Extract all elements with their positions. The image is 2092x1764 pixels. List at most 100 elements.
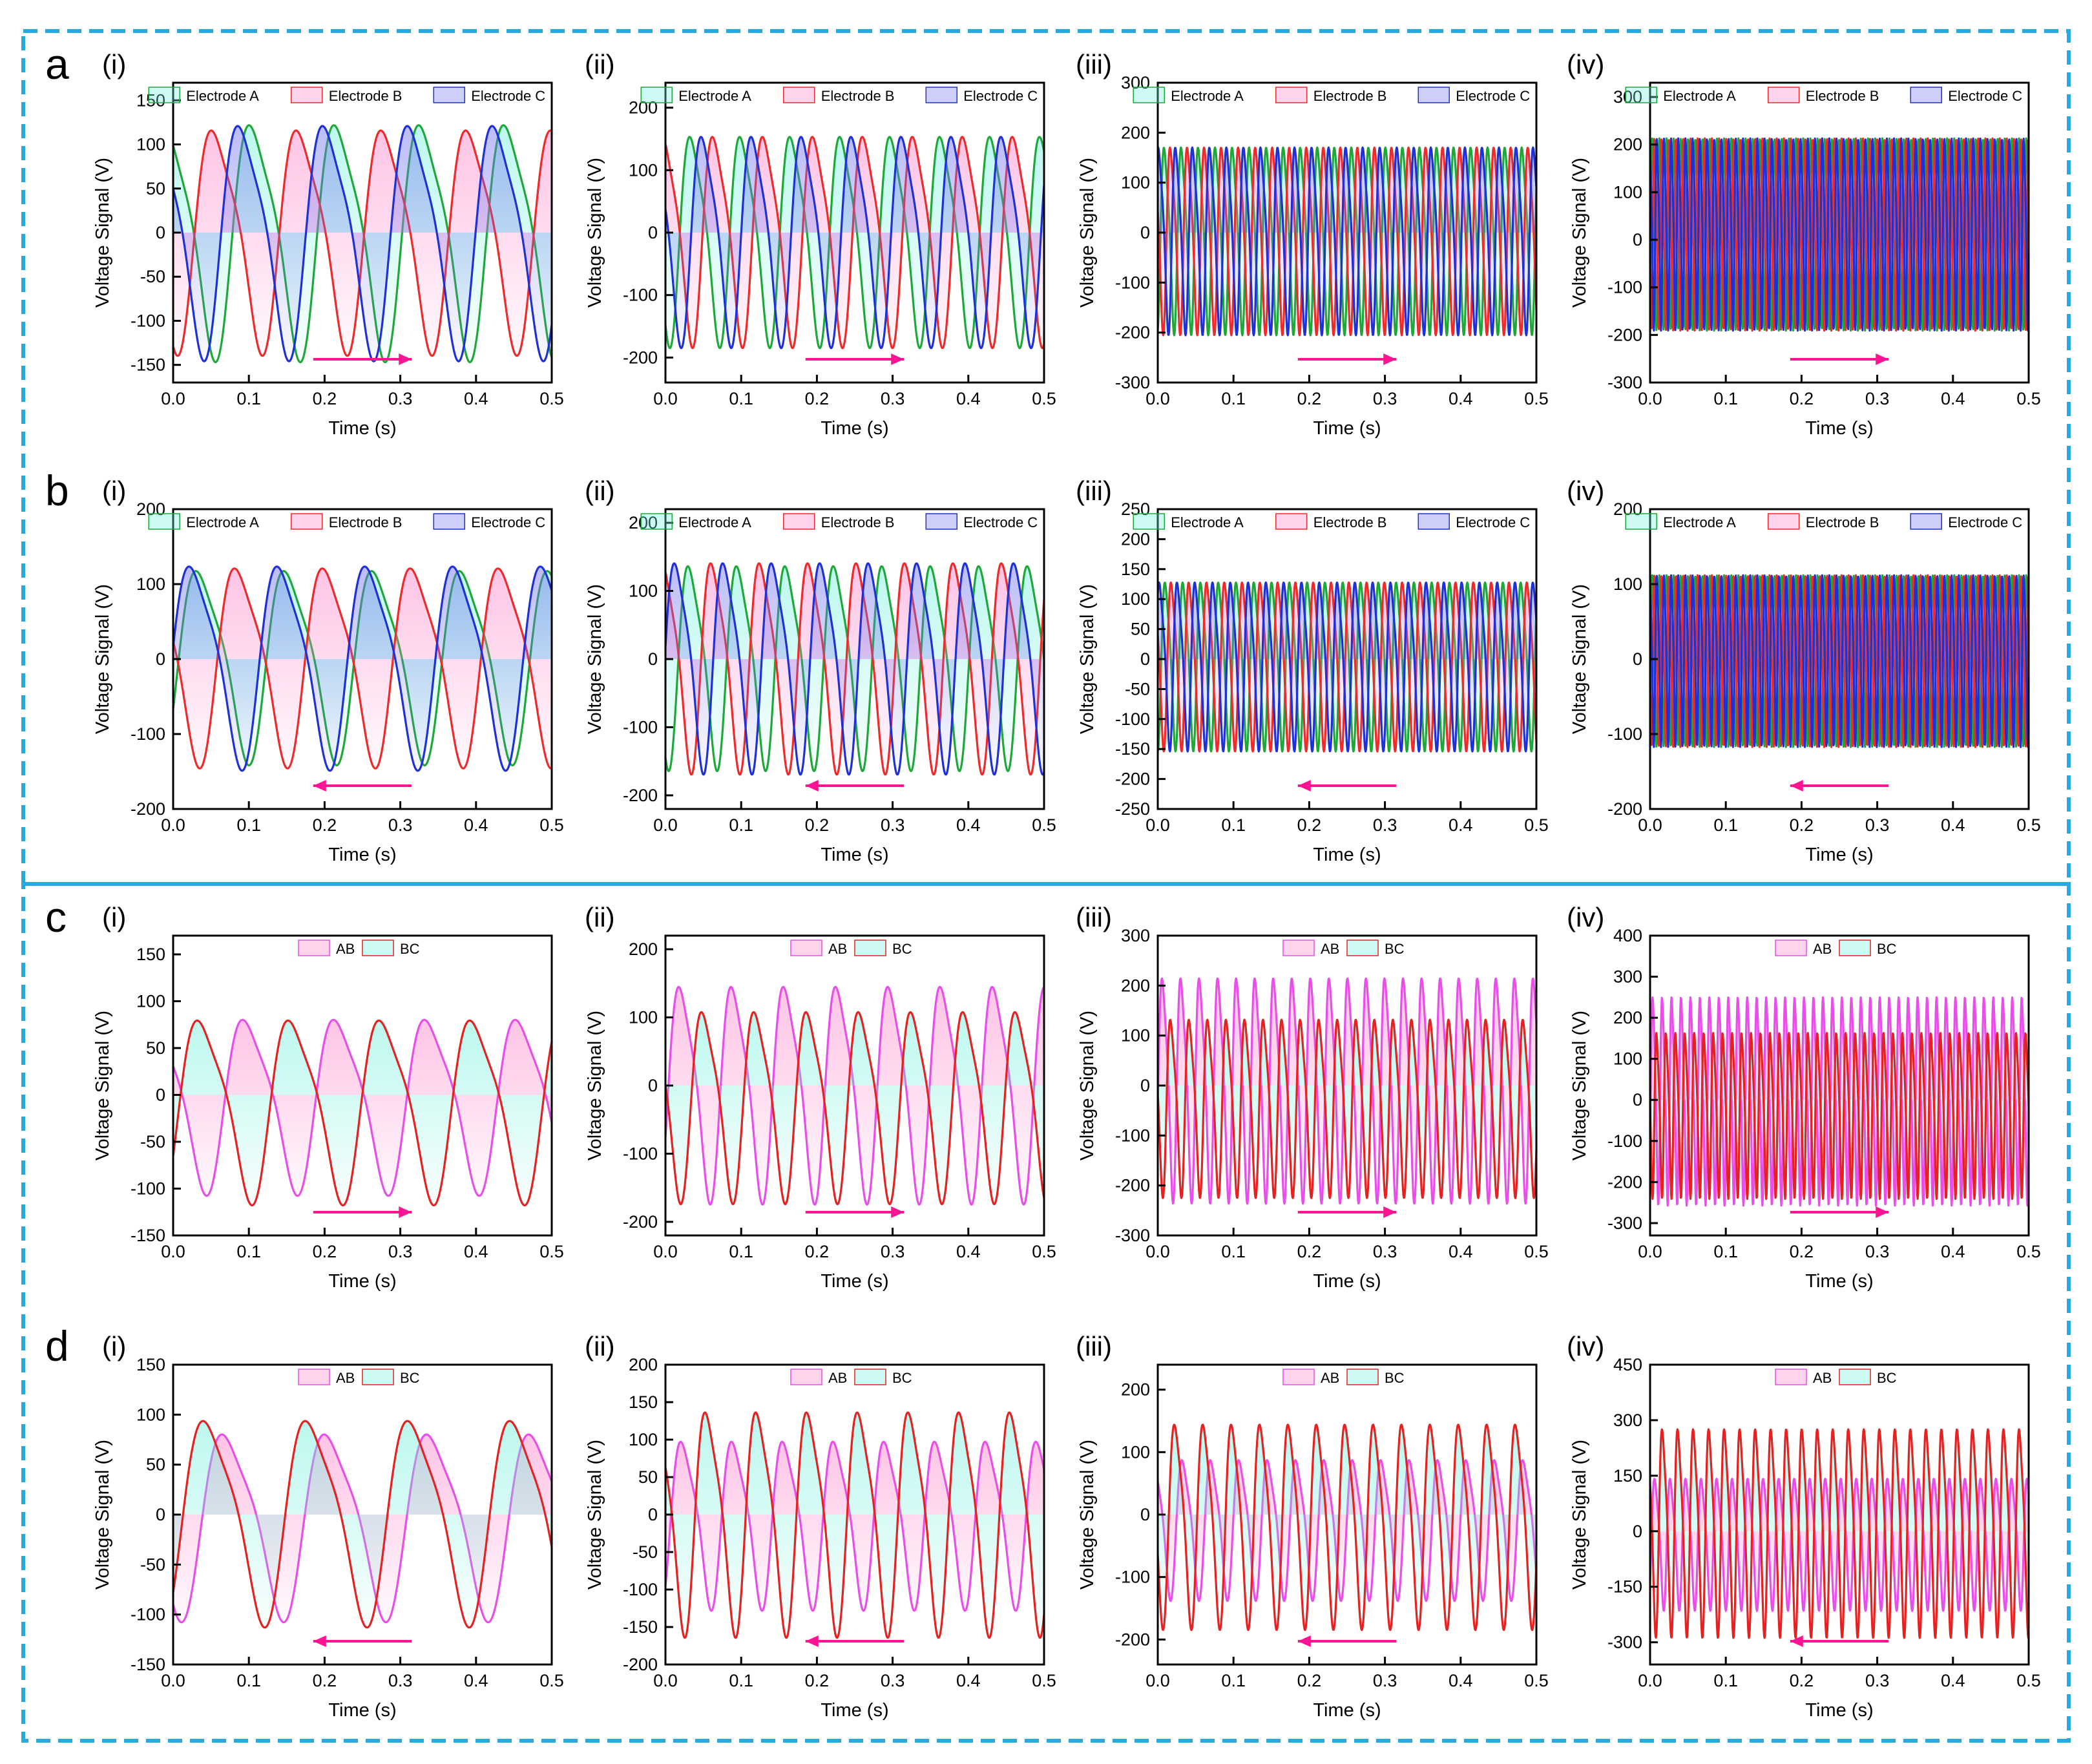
x-tick-label: 0.4 xyxy=(464,1242,488,1261)
legend-label: BC xyxy=(1877,1370,1897,1386)
panel-c-iii: 0.0 0.1 0.2 0.3 0.4 0.5 -300 -200 -100 0 100 200 300… xyxy=(1076,902,1549,1292)
y-axis-label: Voltage Signal (V) xyxy=(1569,584,1590,734)
legend-label: Electrode B xyxy=(821,88,895,104)
arrow-head xyxy=(1876,353,1889,365)
legend-label: AB xyxy=(1813,1370,1832,1386)
y-tick-label: -200 xyxy=(623,348,658,367)
panel-d-ii: 0.0 0.1 0.2 0.3 0.4 0.5 -200 -150 -100 -50 0 50 100 1… xyxy=(585,1331,1056,1721)
y-tick-label: -200 xyxy=(1115,1176,1150,1195)
x-tick-label: 0.1 xyxy=(236,389,261,408)
plot-area xyxy=(1650,574,2029,748)
legend: AB BC xyxy=(1282,1369,1405,1386)
legend-label: AB xyxy=(1813,941,1832,957)
direction-arrow xyxy=(1297,1635,1397,1647)
x-tick-label: 0.1 xyxy=(1221,815,1246,835)
series-fill-ab xyxy=(1650,1478,2029,1612)
y-tick-label: 300 xyxy=(1121,73,1150,92)
series-line-electrode-c xyxy=(665,136,1044,350)
y-axis-label: Voltage Signal (V) xyxy=(1077,1440,1098,1590)
y-tick-label: 0 xyxy=(648,649,658,669)
legend-label: AB xyxy=(828,941,847,957)
plot-area xyxy=(665,136,1044,350)
x-tick-label: 0.4 xyxy=(1941,1671,1965,1690)
x-axis-label: Time (s) xyxy=(1805,1271,1873,1292)
x-tick-label: 0.0 xyxy=(653,1671,678,1690)
arrow-head xyxy=(399,1206,412,1218)
series-fill-electrode-c xyxy=(1158,147,1536,335)
legend-label: Electrode C xyxy=(1456,88,1530,104)
y-tick-label: 0 xyxy=(1140,223,1150,242)
y-tick-label: -100 xyxy=(1115,1126,1150,1145)
x-tick-label: 0.0 xyxy=(1638,815,1662,835)
panel-d-iv: 0.0 0.1 0.2 0.3 0.4 0.5 -300 -150 0 150 300 450 Time… xyxy=(1567,1331,2041,1721)
y-tick-label: -100 xyxy=(1115,1568,1150,1587)
y-tick-label: 0 xyxy=(1140,1505,1150,1524)
x-tick-label: 0.2 xyxy=(805,389,830,408)
legend-swatch xyxy=(1417,87,1450,103)
frame-bottom xyxy=(21,882,2071,1743)
x-tick-label: 0.4 xyxy=(956,1242,981,1261)
legend: AB BC xyxy=(790,1369,912,1386)
axes-frame xyxy=(1649,934,2030,1237)
legend-label: Electrode A xyxy=(678,514,751,530)
y-tick-label: -50 xyxy=(633,1542,658,1562)
legend-label: AB xyxy=(1321,1370,1339,1386)
x-axis-label: Time (s) xyxy=(328,418,396,439)
panel-label: (iii) xyxy=(1076,49,1112,79)
x-tick-label: 0.2 xyxy=(313,815,337,835)
x-tick-label: 0.1 xyxy=(1713,389,1738,408)
y-tick-label: 200 xyxy=(1613,499,1642,519)
legend-label: Electrode C xyxy=(1948,514,2022,530)
x-tick-label: 0.0 xyxy=(1145,815,1170,835)
y-axis-label: Voltage Signal (V) xyxy=(1077,158,1098,308)
series-line-bc xyxy=(173,1019,552,1206)
x-tick-label: 0.5 xyxy=(2016,815,2041,835)
legend-swatch xyxy=(925,513,957,530)
y-tick-label: 100 xyxy=(136,135,165,154)
plot-area xyxy=(1650,137,2029,332)
x-tick-label: 0.5 xyxy=(1524,1671,1549,1690)
x-tick-label: 0.5 xyxy=(1524,1242,1549,1261)
direction-arrow xyxy=(805,1206,905,1218)
x-tick-label: 0.2 xyxy=(1790,1242,1814,1261)
y-tick-label: 100 xyxy=(1121,1442,1150,1462)
legend: Electrode A Electrode B Electrode C xyxy=(1133,513,1530,530)
y-tick-label: 0 xyxy=(156,1086,165,1105)
x-axis-label: Time (s) xyxy=(328,1271,396,1292)
y-tick-label: 50 xyxy=(146,1038,165,1058)
y-tick-label: -300 xyxy=(1607,1633,1642,1652)
legend-label: Electrode A xyxy=(186,514,259,530)
y-tick-label: 100 xyxy=(1613,1049,1642,1069)
arrow-head xyxy=(1790,1635,1803,1647)
y-tick-label: -200 xyxy=(1115,323,1150,342)
x-tick-label: 0.1 xyxy=(1221,1671,1246,1690)
axes-frame xyxy=(1649,81,2030,384)
y-tick-label: 0 xyxy=(648,1076,658,1095)
plot-area xyxy=(173,1420,552,1629)
y-tick-label: -150 xyxy=(131,1655,165,1674)
y-tick-label: -50 xyxy=(140,1132,165,1151)
x-axis-label: Time (s) xyxy=(1313,1700,1381,1721)
x-tick-label: 0.0 xyxy=(1145,1242,1170,1261)
x-axis-label: Time (s) xyxy=(1313,1271,1381,1292)
panel-label: (i) xyxy=(102,902,126,932)
series-line-bc xyxy=(665,1011,1044,1206)
panel-d-iii: 0.0 0.1 0.2 0.3 0.4 0.5 -200 -100 0 100 200 Time (s… xyxy=(1076,1331,1549,1721)
legend-swatch xyxy=(1417,513,1450,530)
x-tick-label: 0.0 xyxy=(161,1671,185,1690)
panel-label: (iv) xyxy=(1567,49,1604,79)
legend-label: AB xyxy=(336,1370,355,1386)
legend-swatch xyxy=(854,1369,886,1385)
legend: Electrode A Electrode B Electrode C xyxy=(640,513,1038,530)
x-axis-label: Time (s) xyxy=(821,418,888,439)
y-tick-label: 50 xyxy=(146,179,165,198)
series-fill-bc xyxy=(173,1421,552,1628)
legend-label: AB xyxy=(336,941,355,957)
direction-arrow xyxy=(1297,780,1397,792)
panel-label: (iv) xyxy=(1567,476,1604,506)
y-tick-label: 0 xyxy=(156,649,165,669)
x-tick-label: 0.4 xyxy=(1941,1242,1965,1261)
y-tick-label: -150 xyxy=(131,1226,165,1245)
x-axis-label: Time (s) xyxy=(821,1271,888,1292)
x-tick-label: 0.5 xyxy=(539,389,564,408)
